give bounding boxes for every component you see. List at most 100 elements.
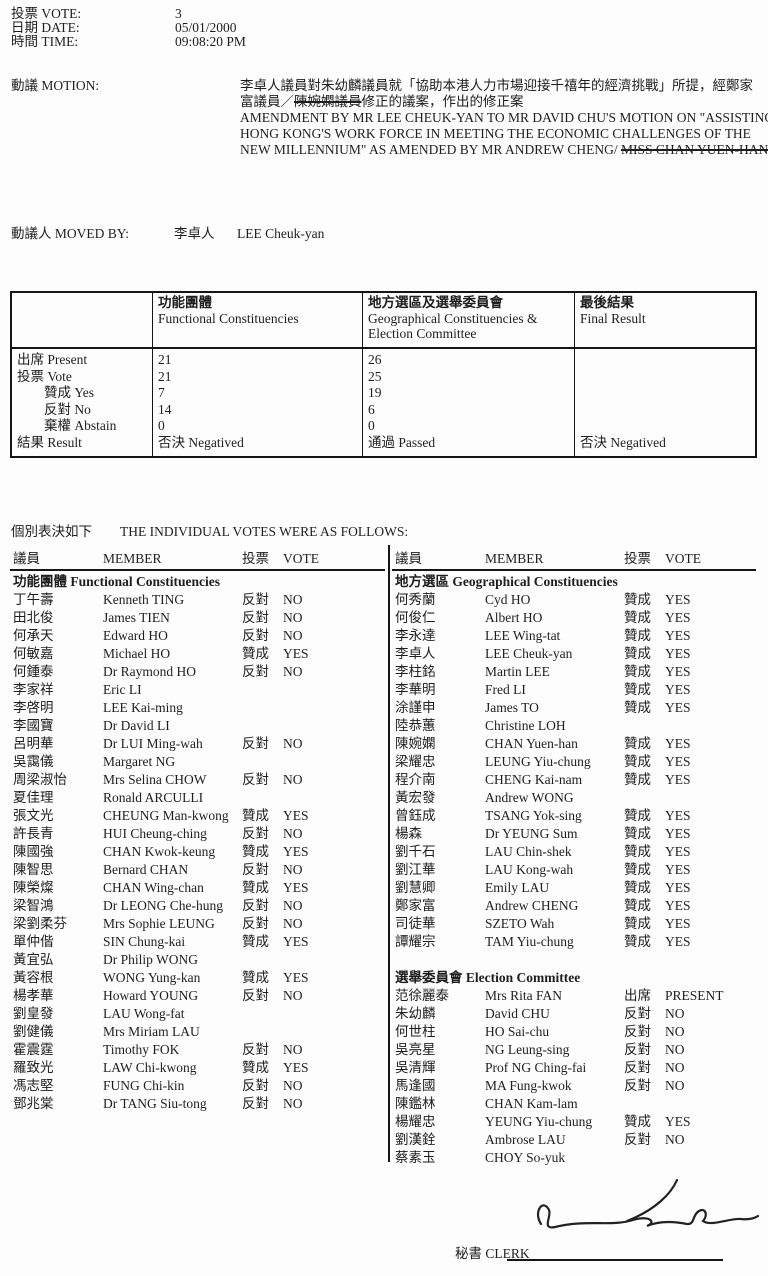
member-vote-zh: 反對 <box>242 592 269 607</box>
summary-value-fc: 7 <box>158 385 165 401</box>
member-name-zh: 蔡素玉 <box>395 1150 436 1165</box>
member-name-en: LEE Wing-tat <box>485 628 561 643</box>
geographical-member-rows: 何秀蘭 Cyd HO 贊成 YES 何俊仁 Albert HO 贊成 YES 李… <box>395 592 766 952</box>
left-table-header: 議員 MEMBER 投票 VOTE <box>13 551 385 569</box>
member-name-zh: 何承天 <box>13 628 54 643</box>
member-vote-zh <box>242 952 283 970</box>
member-name-en: Mrs Selina CHOW <box>103 772 207 787</box>
member-vote-zh <box>624 718 665 736</box>
member-name-en: Cyd HO <box>485 592 531 607</box>
member-vote-zh: 贊成 <box>624 916 651 931</box>
summary-value-gc: 6 <box>368 401 375 417</box>
time-row: 時間 TIME: 09:08:20 PM <box>11 34 751 49</box>
member-vote-zh: 贊成 <box>242 970 269 985</box>
member-vote-row: 張文光 CHEUNG Man-kwong 贊成 YES <box>13 808 385 826</box>
member-vote-row: 楊耀忠 YEUNG Yiu-chung 贊成 YES <box>395 1114 766 1132</box>
member-vote-row: 劉江華 LAU Kong-wah 贊成 YES <box>395 862 766 880</box>
member-vote-en: YES <box>665 772 691 787</box>
member-vote-en: NO <box>283 1078 303 1093</box>
member-vote-zh: 贊成 <box>242 934 269 949</box>
member-vote-en: YES <box>283 646 309 661</box>
member-name-en: CHENG Kai-nam <box>485 772 583 787</box>
member-name-en: Kenneth TING <box>103 592 185 607</box>
member-vote-row: 呂明華 Dr LUI Ming-wah 反對 NO <box>13 736 385 754</box>
member-vote-zh: 贊成 <box>624 682 651 697</box>
motion-label: 動議 MOTION: <box>11 78 100 93</box>
member-name-zh: 鄧兆棠 <box>13 1096 54 1111</box>
column-divider-line <box>388 545 391 1162</box>
member-name-en: Dr YEUNG Sum <box>485 826 578 841</box>
member-vote-row: 梁劉柔芬 Mrs Sophie LEUNG 反對 NO <box>13 916 385 934</box>
clerk-signature-line <box>507 1259 723 1262</box>
summary-value-fc: 否決 Negatived <box>158 434 244 450</box>
individual-votes-heading-zh: 個別表決如下 <box>11 524 92 539</box>
member-name-en: Eric LI <box>103 682 142 697</box>
member-name-zh: 楊孝華 <box>13 988 54 1003</box>
member-vote-row: 何鍾泰 Dr Raymond HO 反對 NO <box>13 664 385 682</box>
member-name-en: CHAN Wing-chan <box>103 880 204 895</box>
member-name-en: LEUNG Yiu-chung <box>485 754 591 769</box>
member-vote-zh: 贊成 <box>624 862 651 877</box>
member-vote-row: 劉漢銓 Ambrose LAU 反對 NO <box>395 1132 766 1150</box>
member-vote-zh: 反對 <box>624 1078 651 1093</box>
member-vote-zh: 反對 <box>624 1132 651 1147</box>
member-vote-en <box>283 952 385 970</box>
member-vote-row: 曾鈺成 TSANG Yok-sing 贊成 YES <box>395 808 766 826</box>
member-vote-en: YES <box>665 880 691 895</box>
member-name-en: CHAN Yuen-han <box>485 736 578 751</box>
member-vote-row: 陳榮燦 CHAN Wing-chan 贊成 YES <box>13 880 385 898</box>
member-name-zh: 楊耀忠 <box>395 1114 436 1129</box>
member-name-en: SZETO Wah <box>485 916 555 931</box>
mover-name-en: LEE Cheuk-yan <box>237 226 325 241</box>
member-vote-zh: 反對 <box>242 862 269 877</box>
geographical-section-title: 地方選區 Geographical Constituencies <box>395 574 618 589</box>
member-vote-row: 李卓人 LEE Cheuk-yan 贊成 YES <box>395 646 766 664</box>
summary-value-fr <box>580 385 757 402</box>
summary-value-fc: 21 <box>158 352 172 367</box>
member-name-en: LEE Kai-ming <box>103 700 183 715</box>
member-en-header: MEMBER <box>485 551 544 566</box>
member-name-zh: 霍震霆 <box>13 1042 54 1057</box>
member-vote-row: 劉慧卿 Emily LAU 贊成 YES <box>395 880 766 898</box>
member-name-en: Andrew CHENG <box>485 898 579 913</box>
member-name-en: Dr LUI Ming-wah <box>103 736 203 751</box>
vote-en-header: VOTE <box>665 551 701 566</box>
member-zh-header: 議員 <box>395 551 422 566</box>
time-value: 09:08:20 PM <box>175 34 246 49</box>
motion-en-line3: NEW MILLENNIUM" AS AMENDED BY MR ANDREW … <box>240 142 768 158</box>
member-name-zh: 梁劉柔芬 <box>13 916 67 931</box>
member-vote-zh <box>242 790 283 808</box>
member-vote-zh: 反對 <box>242 664 269 679</box>
member-vote-row: 何世柱 HO Sai-chu 反對 NO <box>395 1024 766 1042</box>
member-name-zh: 劉健儀 <box>13 1024 54 1039</box>
member-vote-zh: 贊成 <box>624 826 651 841</box>
member-name-zh: 單仲偕 <box>13 934 54 949</box>
member-name-zh: 曾鈺成 <box>395 808 436 823</box>
summary-value-gc: 26 <box>368 352 382 367</box>
member-vote-zh <box>624 790 665 808</box>
member-name-zh: 吳靄儀 <box>13 754 54 769</box>
member-name-zh: 劉皇發 <box>13 1006 54 1021</box>
member-name-zh: 鄭家富 <box>395 898 436 913</box>
member-name-en: Michael HO <box>103 646 171 661</box>
member-name-zh: 李家祥 <box>13 682 54 697</box>
member-vote-zh: 贊成 <box>242 1060 269 1075</box>
member-vote-row: 劉皇發 LAU Wong-fat <box>13 1006 385 1024</box>
member-vote-en: NO <box>283 862 303 877</box>
summary-value-fr <box>580 369 757 386</box>
member-vote-zh: 贊成 <box>624 700 651 715</box>
member-name-en: Margaret NG <box>103 754 176 769</box>
functional-votes-table: 議員 MEMBER 投票 VOTE 功能團體 Functional Consti… <box>13 551 385 1114</box>
member-vote-row: 何承天 Edward HO 反對 NO <box>13 628 385 646</box>
member-vote-row: 何俊仁 Albert HO 贊成 YES <box>395 610 766 628</box>
member-vote-zh: 贊成 <box>624 808 651 823</box>
member-vote-en <box>283 700 385 718</box>
member-name-zh: 梁智鴻 <box>13 898 54 913</box>
summary-value-gc: 通過 Passed <box>368 434 436 450</box>
member-vote-zh: 反對 <box>242 628 269 643</box>
member-vote-en: YES <box>665 700 691 715</box>
vote-number-value: 3 <box>175 6 182 21</box>
member-name-en: Andrew WONG <box>485 790 574 805</box>
member-name-en: CHAN Kwok-keung <box>103 844 216 859</box>
summary-value-fc: 21 <box>158 368 172 384</box>
